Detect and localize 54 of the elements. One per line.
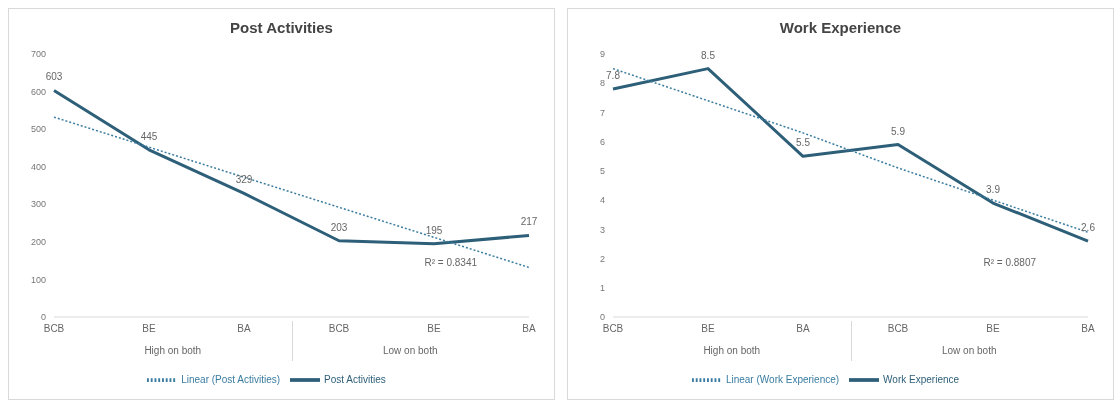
y-tick-label: 8 bbox=[599, 78, 605, 89]
y-tick-label: 0 bbox=[40, 312, 46, 323]
x-tick-label: BA bbox=[237, 323, 251, 335]
x-tick-label: BA bbox=[522, 323, 536, 335]
y-tick-label: 600 bbox=[30, 86, 46, 97]
legend-label: Linear (Work Experience) bbox=[725, 373, 840, 385]
text: High on both bbox=[143, 345, 203, 356]
data-label: 5.9 bbox=[891, 125, 906, 137]
data-label: 445 bbox=[140, 130, 158, 142]
y-tick-label: 700 bbox=[30, 49, 46, 60]
y-tick-label: 7 bbox=[599, 107, 605, 118]
y-tick-label: 0 bbox=[599, 312, 605, 323]
y-tick-label: 9 bbox=[599, 49, 605, 60]
x-tick-label: BCB bbox=[887, 323, 909, 335]
x-tick-label: BCB bbox=[43, 323, 65, 335]
text: Low on both bbox=[382, 345, 439, 356]
y-tick-label: 300 bbox=[30, 199, 46, 210]
x-tick-label: BA bbox=[796, 323, 810, 335]
y-tick-label: 3 bbox=[599, 224, 605, 235]
data-label: 603 bbox=[45, 71, 63, 83]
legend-label: Post Activities bbox=[324, 373, 386, 385]
data-label: 195 bbox=[425, 224, 443, 236]
y-tick-label: 400 bbox=[30, 161, 46, 172]
y-tick-label: 500 bbox=[30, 124, 46, 135]
x-tick-label: BE bbox=[701, 323, 715, 335]
data-label: 8.5 bbox=[701, 49, 716, 61]
text: Low on both bbox=[941, 345, 998, 356]
data-label: 7.8 bbox=[606, 70, 621, 82]
x-tick-label: BE bbox=[986, 323, 1000, 335]
y-tick-label: 6 bbox=[599, 136, 605, 147]
data-label: 5.5 bbox=[796, 137, 811, 149]
data-label: 2.6 bbox=[1081, 222, 1096, 234]
y-tick-label: 4 bbox=[599, 195, 605, 206]
data-label: 3.9 bbox=[986, 184, 1001, 196]
y-tick-label: 1 bbox=[599, 282, 605, 293]
text: High on both bbox=[702, 345, 762, 356]
chart-title: Post Activities bbox=[229, 19, 334, 36]
x-tick-label: BE bbox=[427, 323, 441, 335]
legend-label: Linear (Post Activities) bbox=[181, 373, 281, 385]
x-tick-label: BCB bbox=[602, 323, 624, 335]
x-tick-label: BA bbox=[1081, 323, 1095, 335]
annotation: R² = 0.8341 bbox=[424, 257, 478, 268]
y-tick-label: 2 bbox=[599, 253, 605, 264]
x-tick-label: BE bbox=[142, 323, 156, 335]
chart-title: Work Experience bbox=[778, 19, 903, 36]
data-label: 203 bbox=[330, 221, 348, 233]
annotation: R² = 0.8807 bbox=[983, 257, 1037, 268]
legend-label: Work Experience bbox=[883, 373, 960, 385]
data-label: 329 bbox=[235, 174, 253, 186]
data-label: 217 bbox=[520, 216, 538, 228]
x-tick-label: BCB bbox=[328, 323, 350, 335]
y-tick-label: 100 bbox=[30, 274, 46, 285]
y-tick-label: 200 bbox=[30, 237, 46, 248]
y-tick-label: 5 bbox=[599, 166, 605, 177]
